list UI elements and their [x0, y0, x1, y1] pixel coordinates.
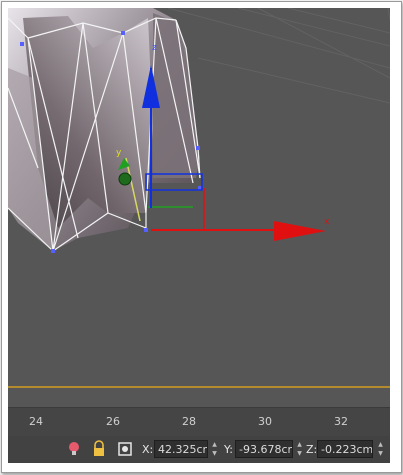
y-coord-label: Y: — [224, 443, 233, 456]
axis-x-label: x — [324, 217, 330, 227]
status-bar: X: 42.325cm ▲ ▼ Y: -93.678cm ▲ ▼ Z: -0.223… — [8, 436, 390, 463]
viewport-scroll-edge — [390, 8, 399, 407]
y-coord-field[interactable]: -93.678cm — [235, 440, 293, 458]
z-coord-label: Z: — [306, 443, 318, 456]
viewport-grid — [167, 8, 390, 104]
ruler-tick: 32 — [334, 415, 348, 428]
x-coord-field[interactable]: 42.325cm — [154, 440, 208, 458]
timeline-ruler[interactable]: 24 26 28 30 32 — [8, 407, 390, 437]
3d-viewport[interactable]: z y x — [8, 8, 390, 407]
x-coord-spinner[interactable]: ▲ ▼ — [212, 441, 217, 457]
z-coord-spinner[interactable]: ▲ ▼ — [378, 441, 383, 457]
lightbulb-icon[interactable] — [65, 440, 83, 458]
z-coord-field[interactable]: -0.223cm — [317, 440, 373, 458]
ruler-tick: 26 — [106, 415, 120, 428]
cloth-mesh[interactable] — [8, 8, 202, 253]
transform-mode-icon[interactable] — [116, 440, 134, 458]
ruler-tick: 28 — [182, 415, 196, 428]
axis-y-label: y — [116, 148, 122, 158]
transform-gizmo[interactable]: z y x — [116, 43, 330, 241]
timeline-track-line — [8, 386, 390, 388]
ruler-tick: 30 — [258, 415, 272, 428]
ruler-tick: 24 — [29, 415, 43, 428]
lock-icon[interactable] — [90, 440, 108, 458]
axis-z-label: z — [152, 43, 157, 53]
y-coord-spinner[interactable]: ▲ ▼ — [297, 441, 302, 457]
x-coord-label: X: — [142, 443, 154, 456]
